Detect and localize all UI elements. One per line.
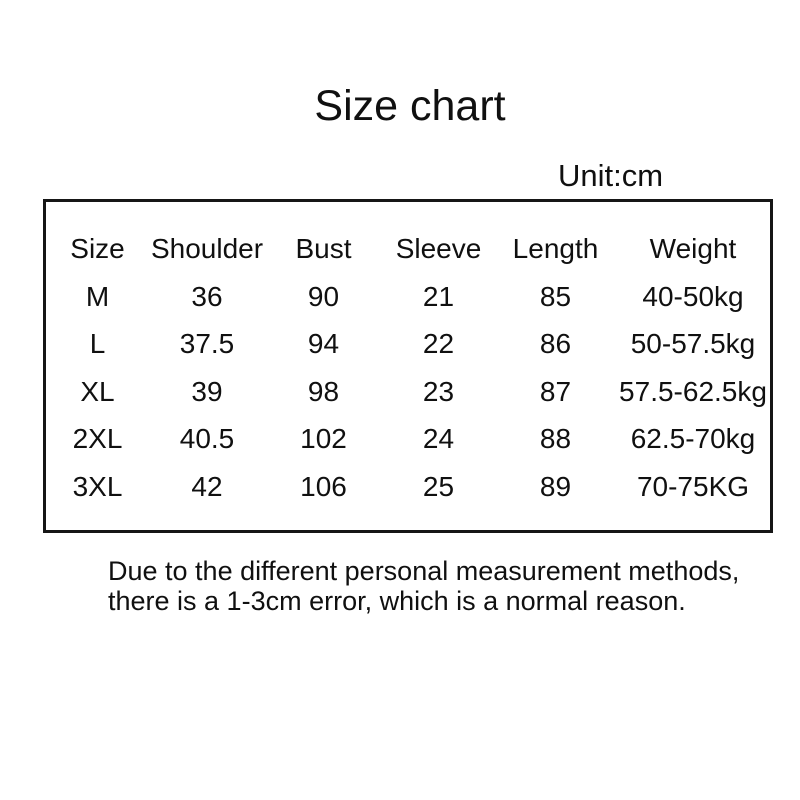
note-line-1: Due to the different personal measuremen… bbox=[108, 556, 740, 586]
column-header-weight: Weight bbox=[649, 233, 737, 265]
size-cell: 3XL bbox=[72, 470, 123, 502]
shoulder-cell: 42 bbox=[191, 470, 223, 502]
sleeve-cell: 23 bbox=[422, 375, 455, 407]
unit-label: Unit:cm bbox=[558, 158, 664, 193]
table-row-xl: XL 39 98 23 87 57.5-62.5kg bbox=[46, 368, 770, 416]
table-header-row: Size Shoulder Bust Sleeve Length Weight bbox=[46, 226, 770, 274]
size-table: Size Shoulder Bust Sleeve Length Weight … bbox=[43, 199, 773, 533]
shoulder-cell: 39 bbox=[191, 375, 223, 407]
length-cell: 87 bbox=[539, 375, 572, 407]
column-header-size: Size bbox=[70, 233, 125, 265]
table-row-3xl: 3XL 42 106 25 89 70-75KG bbox=[46, 463, 770, 511]
weight-cell: 40-50kg bbox=[642, 280, 744, 312]
size-cell: L bbox=[89, 328, 106, 360]
note-line-2: there is a 1-3cm error, which is a norma… bbox=[108, 586, 686, 616]
length-cell: 88 bbox=[539, 423, 572, 455]
length-cell: 89 bbox=[539, 470, 572, 502]
column-header-shoulder: Shoulder bbox=[150, 233, 264, 265]
shoulder-cell: 37.5 bbox=[179, 328, 235, 360]
sleeve-cell: 24 bbox=[422, 423, 455, 455]
weight-cell: 62.5-70kg bbox=[630, 423, 756, 455]
shoulder-cell: 36 bbox=[191, 280, 223, 312]
size-cell: XL bbox=[80, 375, 115, 407]
column-header-length: Length bbox=[512, 233, 599, 265]
length-cell: 86 bbox=[539, 328, 572, 360]
page-title: Size chart bbox=[314, 82, 506, 130]
column-header-bust: Bust bbox=[295, 233, 352, 265]
size-cell: M bbox=[85, 280, 110, 312]
bust-cell: 102 bbox=[300, 423, 347, 455]
shoulder-cell: 40.5 bbox=[179, 423, 235, 455]
table-row-m: M 36 90 21 85 40-50kg bbox=[46, 273, 770, 321]
size-cell: 2XL bbox=[72, 423, 123, 455]
sleeve-cell: 25 bbox=[422, 470, 455, 502]
weight-cell: 70-75KG bbox=[636, 470, 750, 502]
weight-cell: 50-57.5kg bbox=[630, 328, 756, 360]
bust-cell: 98 bbox=[307, 375, 340, 407]
sleeve-cell: 22 bbox=[422, 328, 455, 360]
weight-cell: 57.5-62.5kg bbox=[619, 375, 767, 407]
bust-cell: 90 bbox=[307, 280, 340, 312]
sleeve-cell: 21 bbox=[422, 280, 455, 312]
column-header-sleeve: Sleeve bbox=[395, 233, 482, 265]
table-row-2xl: 2XL 40.5 102 24 88 62.5-70kg bbox=[46, 416, 770, 464]
bust-cell: 94 bbox=[307, 328, 340, 360]
bust-cell: 106 bbox=[300, 470, 347, 502]
measurement-note: Due to the different personal measuremen… bbox=[108, 556, 739, 616]
length-cell: 85 bbox=[539, 280, 572, 312]
table-row-l: L 37.5 94 22 86 50-57.5kg bbox=[46, 321, 770, 369]
